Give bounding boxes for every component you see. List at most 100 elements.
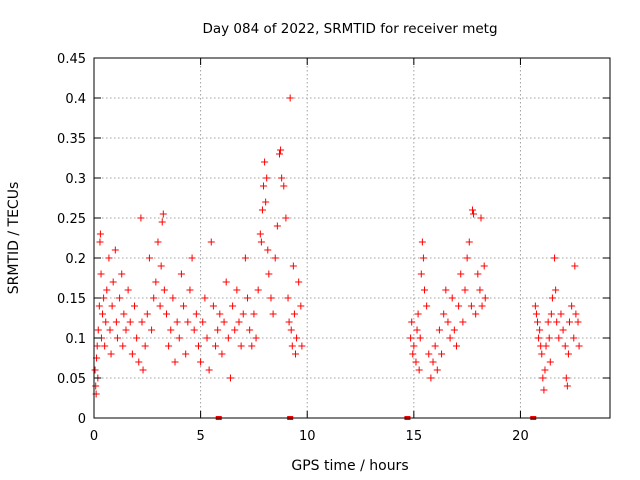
data-point [536, 326, 544, 334]
data-point [220, 318, 228, 326]
data-point [429, 358, 437, 366]
data-point [214, 326, 222, 334]
data-point [476, 286, 484, 294]
data-point [107, 350, 115, 358]
data-point [118, 270, 126, 278]
data-point [186, 286, 194, 294]
data-point [548, 294, 556, 302]
data-point [435, 326, 443, 334]
data-point [459, 318, 467, 326]
data-point [468, 206, 476, 214]
data-point [124, 286, 132, 294]
data-point [116, 294, 124, 302]
plot-frame [93, 57, 611, 419]
data-point [440, 310, 448, 318]
data-point [282, 214, 290, 222]
data-point [156, 302, 164, 310]
data-point [467, 302, 475, 310]
data-point [541, 366, 549, 374]
data-point [100, 294, 108, 302]
data-point [419, 254, 427, 262]
data-point [103, 286, 111, 294]
data-point [152, 278, 160, 286]
data-point [277, 146, 285, 154]
data-point [218, 350, 226, 358]
data-point [96, 238, 104, 246]
data-point [160, 286, 168, 294]
data-point [207, 238, 215, 246]
data-point [143, 310, 151, 318]
data-point [157, 262, 165, 270]
y-tick-label: 0.35 [57, 132, 86, 147]
data-point [145, 254, 153, 262]
data-point [264, 246, 272, 254]
data-point [131, 302, 139, 310]
data-point [410, 342, 418, 350]
y-tick-label: 0 [78, 412, 86, 427]
data-point [244, 294, 252, 302]
data-point [233, 286, 241, 294]
data-point [139, 366, 147, 374]
data-point [572, 310, 580, 318]
data-point [477, 214, 485, 222]
data-point [120, 310, 128, 318]
data-point [552, 286, 560, 294]
data-point [271, 254, 279, 262]
data-point [254, 286, 262, 294]
data-point [122, 326, 130, 334]
data-point [113, 334, 121, 342]
y-tick-label: 0.1 [65, 332, 86, 347]
data-point [97, 270, 105, 278]
data-point [295, 278, 303, 286]
data-point [177, 270, 185, 278]
data-point [461, 286, 469, 294]
data-point [199, 318, 207, 326]
data-point [194, 342, 202, 350]
data-point [409, 350, 417, 358]
data-point [256, 230, 264, 238]
x-tick-label: 20 [512, 429, 529, 444]
data-point [561, 342, 569, 350]
data-point [414, 310, 422, 318]
axis-ticks: 0 0.05 0.1 0.15 0.2 0.25 0.3 0.35 0.4 0.45 0 5 10 15 2… [57, 52, 610, 444]
data-point [427, 374, 435, 382]
data-point [262, 198, 270, 206]
data-point [269, 310, 277, 318]
data-point [93, 342, 101, 350]
data-point [229, 302, 237, 310]
data-points [91, 94, 583, 398]
data-point [407, 334, 415, 342]
data-point [133, 334, 141, 342]
data-point [417, 270, 425, 278]
data-point [241, 254, 249, 262]
y-tick-label: 0.05 [57, 372, 86, 387]
data-point [94, 326, 102, 334]
y-tick-label: 0.15 [57, 292, 86, 307]
data-point [278, 174, 286, 182]
x-tick-label: 10 [299, 429, 316, 444]
data-point [105, 254, 113, 262]
data-point [287, 326, 295, 334]
data-point [420, 286, 428, 294]
data-point [418, 238, 426, 246]
data-point [197, 358, 205, 366]
data-point [141, 342, 149, 350]
data-point [248, 342, 256, 350]
data-point [568, 302, 576, 310]
data-point [224, 334, 232, 342]
data-point [171, 358, 179, 366]
data-point [455, 302, 463, 310]
data-point [289, 262, 297, 270]
data-point [159, 210, 167, 218]
data-point [285, 318, 293, 326]
data-point [575, 342, 583, 350]
data-point [540, 386, 548, 394]
data-point [474, 270, 482, 278]
data-point [574, 318, 582, 326]
data-point [284, 294, 292, 302]
x-tick-label: 5 [196, 429, 204, 444]
data-point [570, 334, 578, 342]
data-point [95, 302, 103, 310]
data-point [470, 210, 478, 218]
